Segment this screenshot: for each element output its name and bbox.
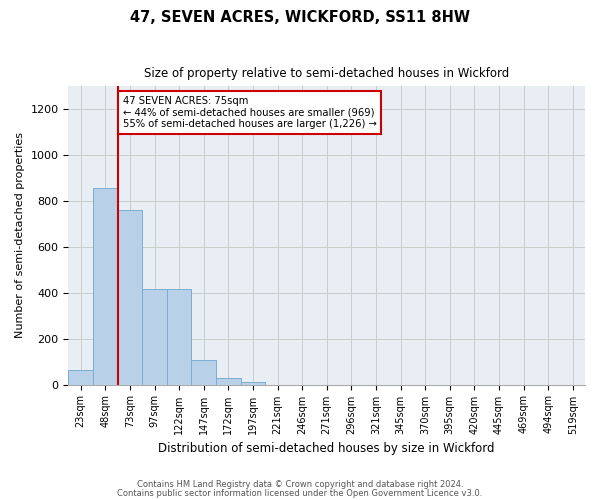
Y-axis label: Number of semi-detached properties: Number of semi-detached properties [15, 132, 25, 338]
Bar [216, 378, 241, 384]
Bar [191, 360, 216, 384]
Bar [118, 210, 142, 384]
Bar [167, 289, 191, 384]
Bar [68, 370, 93, 384]
Text: Contains public sector information licensed under the Open Government Licence v3: Contains public sector information licen… [118, 488, 482, 498]
Bar [93, 188, 118, 384]
Text: Contains HM Land Registry data © Crown copyright and database right 2024.: Contains HM Land Registry data © Crown c… [137, 480, 463, 489]
Text: 47 SEVEN ACRES: 75sqm
← 44% of semi-detached houses are smaller (969)
55% of sem: 47 SEVEN ACRES: 75sqm ← 44% of semi-deta… [122, 96, 376, 130]
X-axis label: Distribution of semi-detached houses by size in Wickford: Distribution of semi-detached houses by … [158, 442, 495, 455]
Title: Size of property relative to semi-detached houses in Wickford: Size of property relative to semi-detach… [144, 68, 509, 80]
Text: 47, SEVEN ACRES, WICKFORD, SS11 8HW: 47, SEVEN ACRES, WICKFORD, SS11 8HW [130, 10, 470, 25]
Bar [241, 382, 265, 384]
Bar [142, 289, 167, 384]
